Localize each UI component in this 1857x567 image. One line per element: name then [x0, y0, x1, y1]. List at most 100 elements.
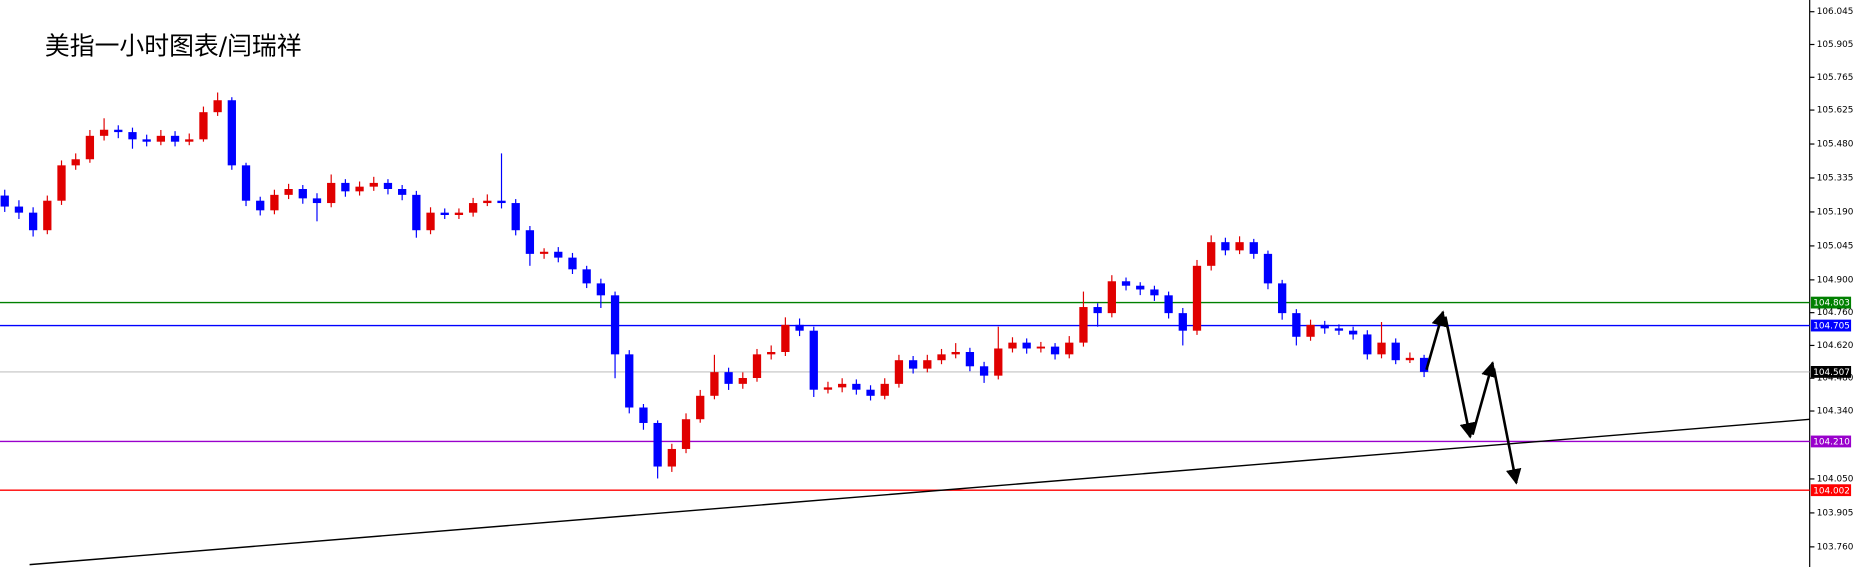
candle-body — [1363, 334, 1372, 355]
candle-body — [1221, 242, 1230, 251]
candle-body — [1008, 342, 1017, 349]
candle-body — [57, 165, 66, 201]
chart-title: 美指一小时图表/闫瑞祥 — [45, 31, 302, 60]
level-label-box — [1810, 366, 1852, 378]
axis-labels: 106.045 105.905 105.765 105.625 105.480 105.3… — [1809, 7, 1854, 552]
candle-body — [1405, 357, 1415, 361]
candle-body — [1334, 328, 1344, 331]
candle-body — [625, 354, 634, 408]
candle-body — [270, 194, 279, 211]
candle-body — [128, 132, 137, 140]
arrow — [1444, 316, 1476, 439]
candle-body — [767, 352, 776, 355]
level-label: 104.210 — [1813, 438, 1850, 448]
candle-body — [639, 407, 648, 423]
candle-body — [213, 100, 222, 113]
candle-body — [483, 200, 492, 204]
candle-body — [355, 186, 364, 192]
candle-body — [667, 448, 676, 467]
candle-body — [1192, 265, 1202, 331]
trend-line — [29, 418, 1810, 566]
y-tick-label: 104.050 — [1817, 474, 1854, 484]
candle-body — [838, 383, 847, 388]
y-tick-label: 105.480 — [1817, 140, 1854, 150]
y-tick-label: 105.905 — [1817, 40, 1854, 50]
candle-body — [1320, 324, 1329, 329]
candle-body — [908, 360, 918, 369]
candle-body — [383, 182, 393, 189]
y-tick-label: 103.760 — [1817, 542, 1854, 552]
y-tick-label: 105.190 — [1817, 207, 1854, 217]
candle-body — [781, 324, 790, 353]
level-label-box — [1810, 319, 1852, 332]
candle-body — [170, 135, 180, 142]
candle-body — [894, 360, 904, 384]
candles — [0, 92, 1429, 479]
candle-body — [497, 200, 506, 204]
levels — [0, 301, 1810, 491]
candle-body — [426, 212, 435, 231]
candle-body — [866, 389, 875, 396]
candle-body — [610, 295, 620, 355]
candle-body — [43, 200, 52, 231]
candle-body — [156, 135, 166, 142]
candle-body — [256, 200, 265, 211]
candle-body — [1150, 289, 1159, 296]
candle-body — [923, 360, 932, 369]
candle-body — [312, 198, 322, 204]
candle-body — [1348, 330, 1358, 335]
level-label: 104.803 — [1813, 299, 1850, 309]
candle-body — [142, 139, 151, 142]
level-label: 104.705 — [1813, 322, 1850, 332]
candle-body — [398, 189, 407, 195]
candle-body — [880, 383, 889, 396]
candle-body — [1079, 307, 1088, 343]
candle-body — [1419, 357, 1429, 372]
candle-body — [752, 354, 762, 378]
candle-body — [468, 203, 478, 213]
candle-body — [0, 195, 9, 207]
candle-body — [1306, 324, 1315, 337]
candle-body — [227, 100, 236, 166]
y-tick-label: 104.340 — [1817, 407, 1854, 417]
candle-body — [454, 212, 464, 215]
candle-body — [369, 182, 378, 187]
candle-body — [965, 352, 975, 367]
level-label: 104.002 — [1813, 486, 1850, 496]
candle-body — [14, 206, 24, 213]
candle-body — [114, 129, 123, 133]
candle-body — [241, 165, 251, 201]
level-label-box — [1810, 296, 1852, 309]
candle-body — [979, 366, 989, 376]
candle-body — [1036, 346, 1046, 349]
candle-body — [738, 378, 747, 384]
candle-body — [1065, 342, 1074, 355]
level-label: 104.507 — [1813, 368, 1850, 378]
candle-body — [525, 230, 535, 254]
forecast-arrows — [1425, 310, 1522, 485]
candle-body — [1249, 242, 1258, 254]
candle-body — [1235, 242, 1244, 251]
candle-body — [1093, 307, 1102, 314]
candle-body — [1178, 313, 1187, 331]
candle-body — [554, 251, 563, 258]
candle-body — [440, 212, 449, 215]
candle-body — [511, 203, 520, 231]
y-tick-label: 104.620 — [1817, 341, 1854, 351]
candle-body — [1022, 342, 1031, 349]
candle-body — [1164, 295, 1173, 314]
candle-body — [809, 330, 818, 390]
candle-body — [298, 189, 307, 199]
candle-body — [852, 383, 861, 390]
arrow — [1492, 368, 1522, 485]
y-tick-label: 105.045 — [1817, 241, 1854, 251]
candle-body — [412, 194, 421, 231]
candle-body — [284, 189, 293, 195]
candle-body — [951, 352, 960, 355]
candle-body — [199, 112, 208, 140]
y-tick-label: 105.625 — [1817, 106, 1854, 116]
candle-body — [596, 283, 606, 296]
candle-body — [994, 348, 1003, 376]
